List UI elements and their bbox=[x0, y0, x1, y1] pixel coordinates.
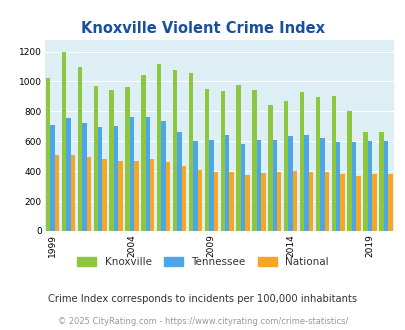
Bar bbox=[240, 144, 245, 231]
Text: © 2025 CityRating.com - https://www.cityrating.com/crime-statistics/: © 2025 CityRating.com - https://www.city… bbox=[58, 317, 347, 326]
Bar bbox=[335, 142, 340, 231]
Bar bbox=[150, 159, 154, 231]
Bar bbox=[362, 132, 367, 231]
Bar bbox=[288, 136, 292, 231]
Bar bbox=[118, 161, 122, 231]
Bar bbox=[102, 159, 107, 231]
Bar bbox=[276, 172, 281, 231]
Bar bbox=[378, 132, 383, 231]
Bar bbox=[145, 117, 150, 231]
Bar bbox=[181, 166, 186, 231]
Bar bbox=[267, 105, 272, 231]
Bar bbox=[130, 117, 134, 231]
Bar bbox=[383, 141, 387, 231]
Bar bbox=[224, 135, 229, 231]
Bar bbox=[213, 172, 217, 231]
Bar bbox=[256, 140, 260, 231]
Bar bbox=[387, 174, 392, 231]
Bar bbox=[93, 86, 98, 231]
Bar bbox=[66, 118, 70, 231]
Legend: Knoxville, Tennessee, National: Knoxville, Tennessee, National bbox=[77, 257, 328, 267]
Bar bbox=[356, 176, 360, 231]
Bar bbox=[292, 171, 296, 231]
Bar bbox=[70, 155, 75, 231]
Bar bbox=[229, 172, 233, 231]
Bar bbox=[347, 112, 351, 231]
Bar bbox=[308, 172, 312, 231]
Bar bbox=[125, 87, 130, 231]
Bar bbox=[166, 162, 170, 231]
Bar bbox=[109, 90, 113, 231]
Bar bbox=[209, 140, 213, 231]
Bar bbox=[157, 64, 161, 231]
Bar bbox=[324, 172, 328, 231]
Bar bbox=[113, 126, 118, 231]
Bar bbox=[236, 85, 240, 231]
Bar bbox=[50, 125, 55, 231]
Bar bbox=[98, 127, 102, 231]
Bar bbox=[82, 123, 86, 231]
Bar bbox=[367, 141, 371, 231]
Bar bbox=[220, 91, 224, 231]
Bar bbox=[77, 67, 82, 231]
Bar bbox=[62, 51, 66, 231]
Bar bbox=[86, 157, 91, 231]
Bar bbox=[245, 175, 249, 231]
Bar bbox=[304, 135, 308, 231]
Bar bbox=[320, 138, 324, 231]
Bar bbox=[46, 79, 50, 231]
Bar bbox=[340, 174, 344, 231]
Bar bbox=[197, 170, 202, 231]
Bar bbox=[351, 142, 356, 231]
Bar bbox=[204, 89, 209, 231]
Text: Crime Index corresponds to incidents per 100,000 inhabitants: Crime Index corresponds to incidents per… bbox=[48, 294, 357, 304]
Bar bbox=[188, 73, 193, 231]
Bar bbox=[260, 174, 265, 231]
Bar bbox=[55, 155, 59, 231]
Bar bbox=[193, 141, 197, 231]
Text: Knoxville Violent Crime Index: Knoxville Violent Crime Index bbox=[81, 21, 324, 36]
Bar bbox=[177, 132, 181, 231]
Bar bbox=[161, 121, 166, 231]
Bar bbox=[134, 161, 138, 231]
Bar bbox=[173, 70, 177, 231]
Bar bbox=[331, 96, 335, 231]
Bar bbox=[252, 90, 256, 231]
Bar bbox=[272, 140, 276, 231]
Bar bbox=[371, 174, 376, 231]
Bar bbox=[141, 76, 145, 231]
Bar bbox=[315, 97, 320, 231]
Bar bbox=[283, 101, 288, 231]
Bar bbox=[299, 92, 304, 231]
